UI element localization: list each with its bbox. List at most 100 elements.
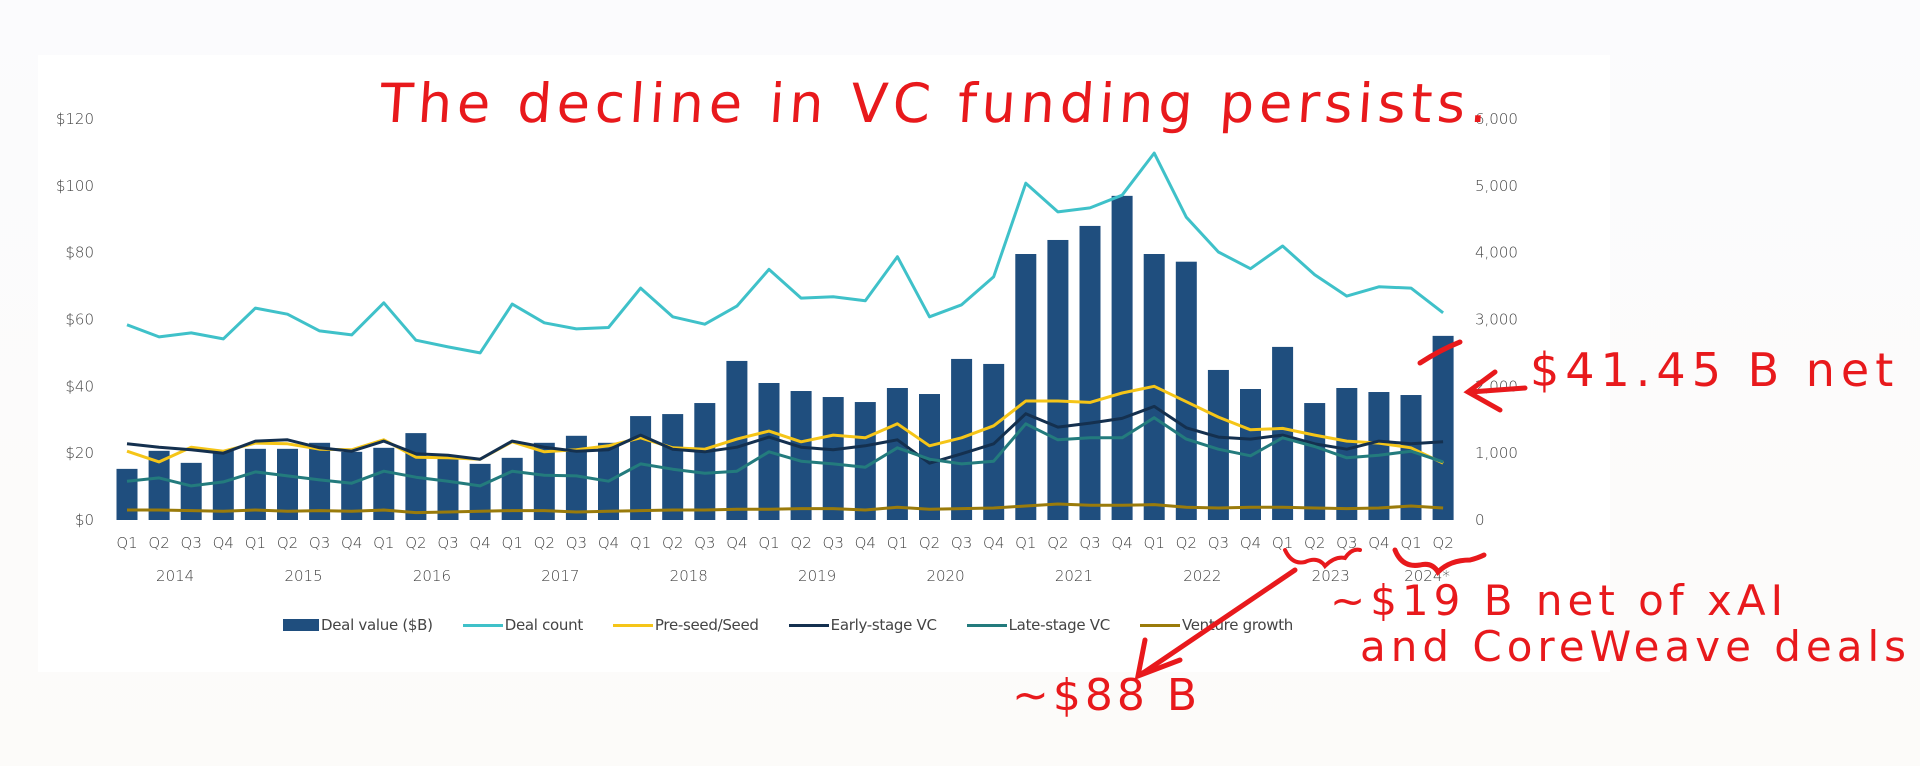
deal-value-bar — [1047, 239, 1069, 521]
x-axis-quarter-label: Q2 — [534, 534, 555, 552]
y-axis-right-tick: 5,000 — [1475, 177, 1518, 195]
x-axis-quarter-label: Q3 — [181, 534, 202, 552]
seed-swatch — [612, 623, 653, 627]
x-axis-quarter-label: Q3 — [1336, 534, 1357, 552]
x-axis-quarter-label: Q3 — [823, 534, 844, 552]
legend-late: Late-stage VC — [966, 616, 1110, 634]
deal-value-bar — [790, 391, 812, 520]
deal-count-line — [126, 151, 1445, 355]
deal-value-bar — [694, 403, 716, 520]
x-axis-quarter-label: Q2 — [405, 534, 426, 552]
venture-growth-line — [127, 502, 1444, 515]
x-axis-quarter-label: Q2 — [1304, 534, 1325, 552]
deal-value-bar — [951, 358, 973, 520]
x-axis-quarter-label: Q1 — [373, 534, 394, 552]
deal-value-bar — [1175, 261, 1197, 520]
deal-value-bar — [212, 450, 234, 520]
x-axis-quarter-label: Q2 — [1432, 534, 1453, 552]
chart-legend: Deal value ($B) Deal count Pre-seed/Seed… — [283, 616, 1293, 634]
growth-swatch — [1139, 623, 1180, 627]
legend-growth: Venture growth — [1139, 616, 1293, 634]
early-swatch — [788, 623, 829, 627]
deal-count-swatch — [462, 623, 503, 627]
y-axis-left-tick: $120 — [56, 110, 94, 128]
x-axis-quarter-label: Q3 — [566, 534, 587, 552]
x-axis-quarter-label: Q4 — [469, 534, 490, 552]
deal-value-bar — [1304, 403, 1326, 520]
x-axis-year-label: 2016 — [413, 567, 451, 585]
annotation-h1-2023: ~$88 B — [1012, 670, 1202, 721]
deal-value-bar — [822, 397, 844, 520]
x-axis-year-label: 2019 — [798, 567, 836, 585]
deal-value-bar — [1207, 369, 1229, 520]
annotation-title: The decline in VC funding persists. — [377, 72, 1495, 135]
x-axis-quarter-label: Q4 — [213, 534, 234, 552]
deal-value-bar — [244, 448, 266, 520]
x-axis-year-label: 2023 — [1312, 567, 1350, 585]
deal-value-bar — [1400, 395, 1422, 520]
x-axis-quarter-label: Q1 — [1400, 534, 1421, 552]
x-axis-quarter-label: Q1 — [630, 534, 651, 552]
x-axis-quarter-label: Q4 — [1368, 534, 1389, 552]
x-axis-year-label: 2014 — [156, 567, 194, 585]
y-axis-left-tick: $60 — [65, 311, 94, 329]
x-axis-quarter-label: Q2 — [790, 534, 811, 552]
y-axis-left-tick: $0 — [75, 511, 94, 529]
deal-value-bar — [630, 416, 652, 520]
x-axis-year-label: 2015 — [284, 567, 322, 585]
deal-value-bar — [1015, 254, 1037, 520]
deal-value-bar — [919, 394, 940, 520]
x-axis-quarter-label: Q2 — [148, 534, 169, 552]
deal-value-bar — [180, 462, 202, 520]
y-axis-right-tick: 1,000 — [1475, 444, 1518, 462]
x-axis-quarter-label: Q4 — [726, 534, 747, 552]
x-axis-quarter-label: Q1 — [887, 534, 908, 552]
x-axis-quarter-label: Q2 — [919, 534, 940, 552]
x-axis-year-label: 2021 — [1055, 567, 1093, 585]
x-axis-quarter-label: Q1 — [116, 534, 137, 552]
annotation-q2-2024-adjusted: ~$19 B net of xAI and CoreWeave deals — [1330, 576, 1912, 671]
deal-value-bar — [437, 458, 459, 520]
deal-value-bar — [662, 414, 684, 520]
x-axis-quarter-label: Q1 — [502, 534, 523, 552]
x-axis-quarter-label: Q3 — [437, 534, 458, 552]
x-axis-quarter-label: Q4 — [855, 534, 876, 552]
x-axis-quarter-label: Q2 — [662, 534, 683, 552]
deal-value-bar — [533, 442, 555, 520]
x-axis-quarter-label: Q3 — [951, 534, 972, 552]
deal-value-swatch — [283, 619, 319, 631]
deal-value-bar — [341, 451, 363, 520]
legend-early: Early-stage VC — [788, 616, 937, 634]
x-axis-quarter-label: Q4 — [1240, 534, 1261, 552]
deal-value-bar — [886, 388, 908, 520]
x-axis-quarter-label: Q4 — [598, 534, 619, 552]
x-axis-quarter-label: Q1 — [1015, 534, 1036, 552]
y-axis-right-tick: 4,000 — [1475, 244, 1518, 262]
y-axis-left-tick: $100 — [56, 177, 94, 195]
x-axis-year-label: 2018 — [670, 567, 708, 585]
y-axis-right-tick: 0 — [1475, 511, 1485, 529]
legend-deal-count: Deal count — [462, 616, 583, 634]
x-axis-quarter-label: Q4 — [341, 534, 362, 552]
x-axis-quarter-label: Q2 — [277, 534, 298, 552]
y-axis-left-tick: $40 — [65, 377, 94, 395]
legend-deal-value: Deal value ($B) — [283, 616, 433, 634]
x-axis-quarter-label: Q1 — [758, 534, 779, 552]
x-axis-quarter-label: Q3 — [1208, 534, 1229, 552]
x-axis-quarter-label: Q2 — [1176, 534, 1197, 552]
early-stage-line — [126, 404, 1444, 465]
x-axis-year-label: 2022 — [1183, 567, 1221, 585]
y-axis-right-tick: 3,000 — [1475, 311, 1518, 329]
deal-value-bar — [1079, 225, 1101, 520]
late-swatch — [966, 623, 1007, 627]
legend-seed: Pre-seed/Seed — [612, 616, 759, 634]
annotation-q2-2024-net: $41.45 B net — [1530, 343, 1900, 397]
x-axis-quarter-label: Q3 — [309, 534, 330, 552]
late-stage-line — [126, 416, 1444, 488]
y-axis-right-tick: 2,000 — [1475, 377, 1518, 395]
x-axis-quarter-label: Q2 — [1047, 534, 1068, 552]
deal-value-bar — [1272, 346, 1294, 520]
deal-value-bar — [1336, 388, 1358, 520]
y-axis-right-tick: 6,000 — [1475, 110, 1518, 128]
